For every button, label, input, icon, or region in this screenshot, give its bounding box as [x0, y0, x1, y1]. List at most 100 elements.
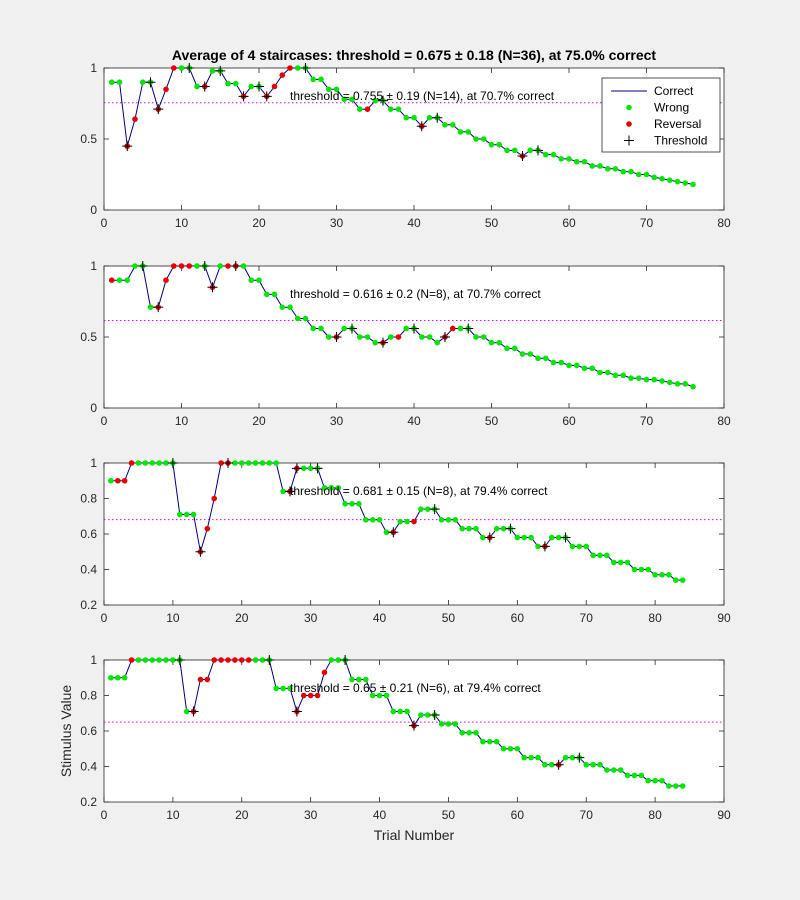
trial-point [442, 122, 448, 128]
trial-point [252, 657, 259, 663]
x-tick-label: 40 [373, 808, 387, 822]
legend-dot-swatch [626, 104, 632, 111]
threshold-marker [207, 282, 218, 293]
threshold-marker [378, 337, 388, 348]
trial-point [535, 543, 541, 550]
trial-point [273, 685, 280, 692]
trial-point [473, 525, 479, 532]
threshold-marker [409, 720, 419, 731]
subplot-annotation: threshold = 0.681 ± 0.15 (N=8), at 79.4%… [290, 484, 548, 498]
threshold-marker [517, 151, 528, 162]
trial-point [240, 263, 247, 269]
trial-point [631, 772, 638, 779]
trial-point [488, 141, 495, 148]
trial-point [362, 676, 369, 683]
x-tick-label: 20 [235, 611, 249, 625]
trial-point [652, 777, 658, 784]
reversal-point [218, 657, 224, 663]
trial-point [349, 676, 355, 683]
trial-point [581, 158, 588, 165]
reversal-point [170, 65, 177, 71]
trial-point [217, 263, 224, 269]
x-tick-label: 50 [485, 216, 499, 230]
figure-title: Average of 4 staircases: threshold = 0.6… [172, 47, 657, 63]
trial-point [645, 777, 652, 784]
trial-point [542, 151, 549, 158]
threshold-marker [388, 527, 399, 538]
threshold-marker [300, 63, 311, 73]
trial-point [651, 376, 658, 383]
trial-point [147, 304, 154, 310]
threshold-marker [312, 463, 323, 474]
y-tick-label: 1 [90, 653, 97, 667]
trial-point [114, 674, 121, 681]
trial-point [466, 729, 472, 736]
x-tick-label: 80 [717, 414, 731, 428]
staircase-line [111, 265, 694, 388]
threshold-marker [223, 458, 233, 468]
axes-box [103, 265, 725, 409]
threshold-marker [264, 655, 275, 665]
trial-point [480, 534, 486, 541]
trial-point [465, 129, 472, 135]
x-tick-label: 50 [442, 808, 456, 822]
reversal-point [238, 657, 245, 663]
trial-point [108, 477, 114, 484]
trial-point [558, 359, 565, 366]
trial-point [597, 369, 603, 376]
threshold-marker [254, 81, 264, 92]
trial-point [328, 657, 335, 663]
trial-point [624, 559, 631, 566]
reversal-point [449, 325, 456, 332]
trial-point [418, 334, 425, 340]
trial-point [307, 465, 314, 472]
trial-point [116, 79, 123, 85]
trial-point [674, 381, 681, 387]
trial-point [404, 518, 410, 525]
legend-entry-label: Reversal [654, 117, 701, 131]
x-tick-label: 70 [580, 611, 594, 625]
threshold-marker [137, 261, 148, 271]
trial-point [256, 277, 262, 284]
trial-point [335, 657, 342, 663]
trial-point [635, 375, 642, 381]
trial-point [424, 506, 431, 512]
reversal-point [121, 477, 128, 484]
legend-entry-label: Threshold [654, 134, 707, 148]
trial-point [617, 559, 624, 566]
subplot-3: 0 10 20 30 40 50 60 70 80 90 0.2 0.4 0.6 0.8 1 threshol… [80, 456, 731, 625]
subplot-annotation: threshold = 0.65 ± 0.21 (N=6), at 79.4% … [290, 681, 541, 695]
y-tick-label: 1 [90, 456, 97, 470]
x-tick-label: 0 [101, 414, 108, 428]
trial-point [473, 334, 479, 340]
trial-point [620, 168, 627, 175]
x-tick-label: 70 [640, 414, 654, 428]
y-tick-label: 0.6 [80, 724, 97, 738]
trial-point [682, 381, 689, 387]
x-tick-label: 60 [511, 808, 525, 822]
trial-point [566, 362, 572, 369]
trial-point [550, 359, 557, 366]
reversal-point [163, 277, 169, 284]
threshold-marker [347, 323, 357, 334]
threshold-marker [463, 323, 474, 334]
trial-point [135, 657, 142, 663]
x-tick-label: 60 [562, 414, 576, 428]
trial-point [341, 96, 348, 103]
trial-point [139, 79, 146, 85]
x-tick-label: 60 [511, 611, 525, 625]
trial-point [142, 460, 149, 466]
threshold-marker [215, 65, 226, 76]
trial-point [573, 362, 580, 369]
threshold-marker [574, 752, 585, 763]
subplot-2: 0 10 20 30 40 50 60 70 80 0 0.5 1 threshold = 0.616 … [80, 259, 731, 428]
trial-point [387, 106, 394, 112]
threshold-marker [560, 532, 571, 543]
x-tick-label: 80 [648, 808, 662, 822]
trial-point [369, 692, 376, 699]
trial-point [604, 166, 611, 172]
threshold-marker [533, 145, 543, 156]
trial-point [178, 65, 185, 71]
x-tick-label: 0 [101, 216, 108, 230]
y-tick-label: 1 [90, 61, 97, 75]
